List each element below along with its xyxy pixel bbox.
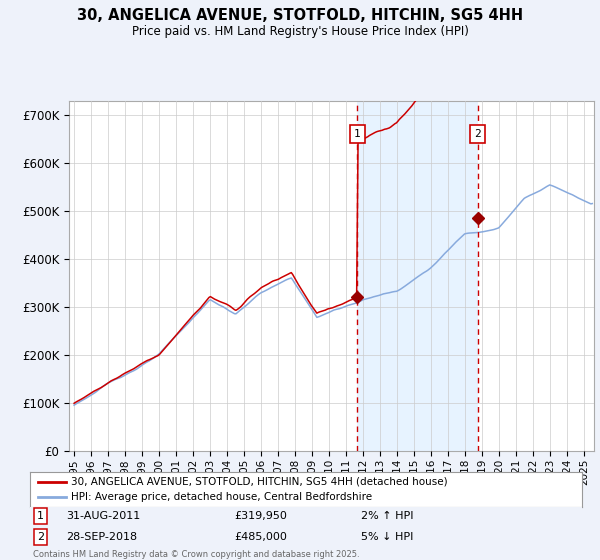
Text: 28-SEP-2018: 28-SEP-2018 (66, 532, 137, 542)
Text: 30, ANGELICA AVENUE, STOTFOLD, HITCHIN, SG5 4HH: 30, ANGELICA AVENUE, STOTFOLD, HITCHIN, … (77, 8, 523, 24)
Text: 1: 1 (354, 129, 361, 139)
Text: HPI: Average price, detached house, Central Bedfordshire: HPI: Average price, detached house, Cent… (71, 492, 373, 502)
Text: 2% ↑ HPI: 2% ↑ HPI (361, 511, 414, 521)
Text: 2: 2 (37, 532, 44, 542)
Text: Price paid vs. HM Land Registry's House Price Index (HPI): Price paid vs. HM Land Registry's House … (131, 25, 469, 38)
Text: Contains HM Land Registry data © Crown copyright and database right 2025.
This d: Contains HM Land Registry data © Crown c… (33, 550, 359, 560)
Text: 1: 1 (37, 511, 44, 521)
Text: 31-AUG-2011: 31-AUG-2011 (66, 511, 140, 521)
Bar (357, 101, 478, 451)
Text: 2: 2 (474, 129, 481, 139)
Text: 5% ↓ HPI: 5% ↓ HPI (361, 532, 413, 542)
Text: £319,950: £319,950 (234, 511, 287, 521)
Text: £485,000: £485,000 (234, 532, 287, 542)
Text: 30, ANGELICA AVENUE, STOTFOLD, HITCHIN, SG5 4HH (detached house): 30, ANGELICA AVENUE, STOTFOLD, HITCHIN, … (71, 477, 448, 487)
